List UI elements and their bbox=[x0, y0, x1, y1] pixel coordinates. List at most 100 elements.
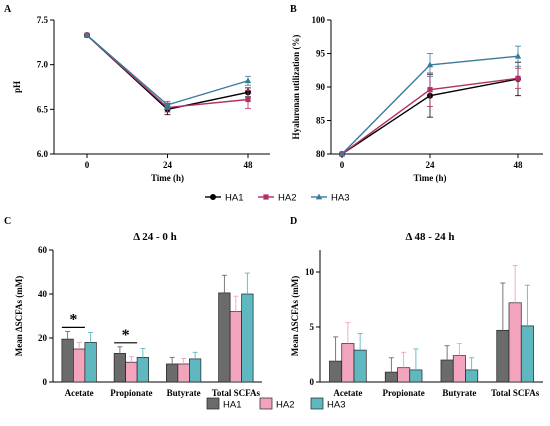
panel-c-bar-ha1 bbox=[113, 353, 126, 383]
panel-c-bar-ha3 bbox=[84, 342, 97, 383]
legend-label-ha2: HA2 bbox=[278, 193, 296, 204]
panel-d-bar-ha2 bbox=[452, 355, 466, 383]
panel-d-title: Δ 48 - 24 h bbox=[405, 231, 454, 243]
panel-c-category-label: Butyrate bbox=[167, 388, 201, 398]
panel-d-y-axis-title: Mean ΔSCFAs (mM) bbox=[290, 276, 300, 356]
panel-b-y-tick-label: 90 bbox=[316, 82, 326, 92]
panel-d-y-tick-label: 5 bbox=[310, 322, 315, 332]
bar-legend: HA1 HA2 HA3 bbox=[206, 397, 345, 411]
panel-c-bar-ha2 bbox=[73, 348, 86, 383]
panel-c-plot: Δ 24 - 0 h 0 20 40 60 Mean ΔSCFAs (mM) Acetate… bbox=[14, 231, 262, 398]
panel-a-point-ha2 bbox=[245, 96, 251, 103]
panel-b-y-tick-label: 100 bbox=[312, 15, 326, 25]
panel-d-bar-ha1 bbox=[440, 359, 454, 383]
line-legend: HA1 HA2 HA3 bbox=[205, 193, 349, 204]
panel-a-plot: 6.0 6.5 7.0 7.5 0 24 48 Time (h) pH bbox=[12, 15, 270, 183]
panel-d-plot: Δ 48 - 24 h 0 5 10 Mean ΔSCFAs (mM) Acetate Pr… bbox=[290, 231, 543, 398]
panel-c-y-tick-label: 20 bbox=[38, 333, 48, 343]
panel-d-category-label: Total SCFAs bbox=[491, 388, 540, 398]
legend-swatch-ha3 bbox=[310, 397, 324, 410]
panel-c-y-tick-label: 60 bbox=[38, 245, 48, 255]
panel-d-y-tick-label: 0 bbox=[310, 377, 315, 387]
bar-legend-item-ha1: HA1 bbox=[206, 397, 241, 411]
panel-d-bar-ha2 bbox=[508, 302, 522, 383]
panel-d-bar-ha3 bbox=[409, 369, 423, 383]
panel-a-line-ha2 bbox=[86, 34, 249, 109]
panel-d-bar-ha3 bbox=[353, 349, 367, 383]
panel-b-point-ha2 bbox=[427, 87, 433, 93]
panel-d-bar-ha2 bbox=[397, 367, 411, 383]
panel-a-series-ha2 bbox=[84, 32, 251, 113]
panel-a-x-tick-label: 24 bbox=[163, 160, 173, 170]
panel-b-point-ha2 bbox=[515, 75, 521, 81]
bar-legend-item-ha3: HA3 bbox=[310, 397, 345, 411]
panel-letter-d: D bbox=[290, 216, 297, 227]
legend-label-ha3: HA3 bbox=[331, 193, 349, 204]
legend-label-ha1: HA1 bbox=[225, 193, 243, 204]
panel-c-y-axis-title: Mean ΔSCFAs (mM) bbox=[14, 276, 24, 356]
panel-c-significance-star: * bbox=[69, 311, 77, 328]
panel-b-x-axis-title: Time (h) bbox=[413, 173, 446, 183]
panel-a-y-tick-label: 6.5 bbox=[37, 104, 49, 114]
panel-d-bar-ha1 bbox=[329, 360, 343, 383]
line-legend-item-ha1: HA1 bbox=[205, 193, 243, 204]
panel-c-bar-ha3 bbox=[189, 358, 202, 383]
panel-d-bar-ha1 bbox=[384, 371, 398, 383]
panel-c-significance-star: * bbox=[122, 327, 130, 344]
legend-marker-ha2 bbox=[263, 194, 269, 200]
panel-b-x-tick-label: 24 bbox=[426, 160, 436, 170]
panel-c-bar-ha2 bbox=[177, 363, 190, 383]
panel-d-bar-ha3 bbox=[520, 325, 534, 383]
panel-c-y-tick-label: 0 bbox=[43, 377, 48, 387]
panel-c-bar-ha1 bbox=[166, 363, 179, 383]
panel-a-x-axis-title: Time (h) bbox=[151, 173, 184, 183]
panel-letter-a: A bbox=[4, 4, 12, 15]
panel-a-series-ha3 bbox=[83, 31, 252, 109]
panel-b-x-tick-label: 48 bbox=[514, 160, 524, 170]
panel-c-bar-ha1 bbox=[218, 292, 231, 383]
panel-a-line-ha1 bbox=[86, 34, 249, 111]
panel-a-point-ha3 bbox=[83, 31, 91, 38]
panel-a-point-ha3 bbox=[244, 77, 252, 84]
legend-marker-ha3 bbox=[315, 193, 323, 200]
panel-letter-b: B bbox=[290, 4, 297, 15]
panel-b-series-ha3 bbox=[338, 45, 522, 157]
panel-c-title: Δ 24 - 0 h bbox=[133, 231, 177, 243]
panel-a-point-ha3 bbox=[164, 101, 171, 108]
line-legend-item-ha3: HA3 bbox=[311, 193, 349, 204]
panel-d-bar-ha2 bbox=[341, 343, 355, 383]
panel-c-bar-ha3 bbox=[136, 357, 149, 383]
panel-b-point-ha3 bbox=[338, 150, 346, 157]
panel-a-x-tick-label: 48 bbox=[244, 160, 254, 170]
panel-b-x-tick-label: 0 bbox=[340, 160, 345, 170]
panel-c-category-label: Total SCFAs bbox=[212, 388, 261, 398]
legend-label-ha3: HA3 bbox=[327, 400, 345, 411]
panel-d-y-tick-label: 10 bbox=[305, 267, 315, 277]
legend-marker-ha1 bbox=[210, 194, 216, 200]
panel-c-bar-ha3 bbox=[241, 293, 254, 383]
panel-c-bar-ha2 bbox=[229, 311, 242, 383]
panel-c-category-label: Propionate bbox=[110, 388, 152, 398]
panel-c-bar-ha2 bbox=[125, 361, 138, 383]
panel-b-y-axis-title: Hyaluronan utilization (%) bbox=[291, 35, 301, 140]
panel-c-bar-ha1 bbox=[61, 338, 74, 383]
line-legend-item-ha2: HA2 bbox=[258, 193, 296, 204]
legend-swatch-ha2 bbox=[259, 397, 273, 410]
legend-swatch-ha1 bbox=[206, 397, 220, 410]
panel-c-category-label: Acetate bbox=[65, 388, 94, 398]
panel-a-y-tick-label: 7.5 bbox=[37, 15, 49, 25]
panel-b-y-tick-label: 80 bbox=[316, 149, 326, 159]
legend-label-ha1: HA1 bbox=[223, 400, 241, 411]
legend-label-ha2: HA2 bbox=[276, 400, 294, 411]
panel-a-y-tick-label: 6.0 bbox=[37, 149, 49, 159]
panel-d-category-label: Acetate bbox=[333, 388, 362, 398]
panel-d-bar-ha3 bbox=[465, 369, 479, 383]
bar-legend-item-ha2: HA2 bbox=[259, 397, 294, 411]
panel-a-y-axis-title: pH bbox=[12, 81, 22, 93]
panel-d-category-label: Butyrate bbox=[442, 388, 476, 398]
panel-b-plot: 80 85 90 95 100 0 24 48 Time (h) Hyaluronan utili… bbox=[291, 15, 543, 183]
panel-a-y-tick-label: 7.0 bbox=[37, 60, 49, 70]
panel-a-x-tick-label: 0 bbox=[85, 160, 90, 170]
